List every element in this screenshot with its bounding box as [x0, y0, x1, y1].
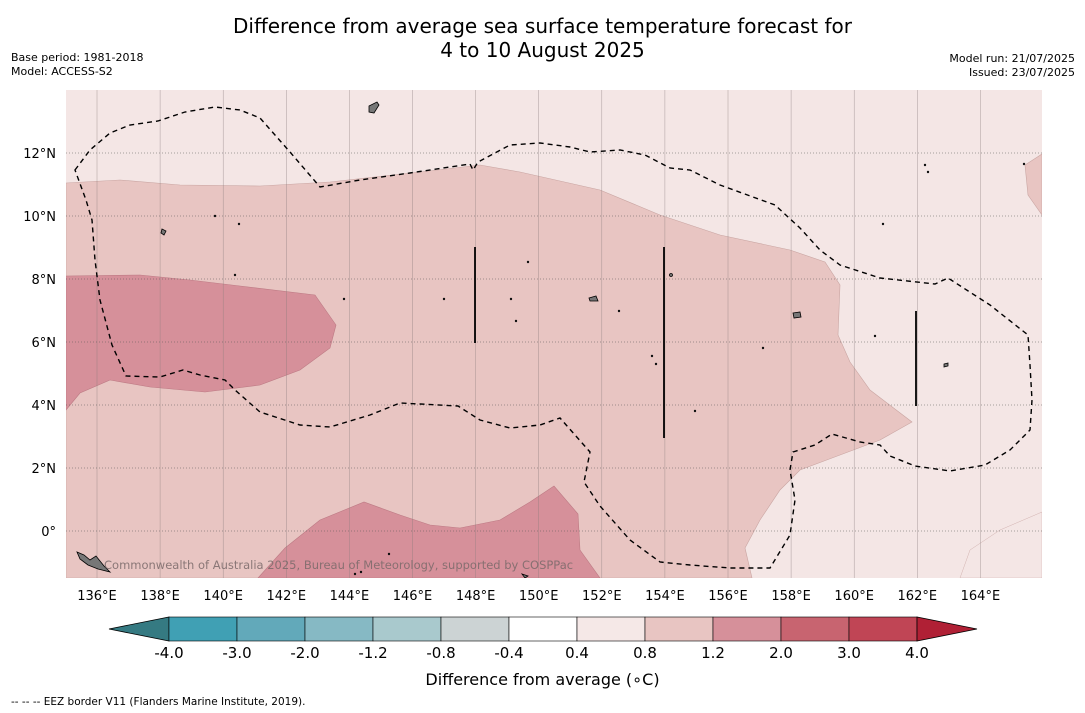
longitude-label: 146°E: [393, 589, 433, 604]
colorbar-segment: [508, 616, 578, 642]
colorbar-tick-label: 0.8: [633, 644, 657, 662]
latitude-label: 0°: [41, 525, 56, 540]
longitude-label: 154°E: [645, 589, 685, 604]
colorbar-tick-label: -0.8: [426, 644, 455, 662]
colorbar-segment: [236, 616, 306, 642]
colorbar-segment: [780, 616, 850, 642]
colorbar-tick-label: 4.0: [905, 644, 929, 662]
region-strong-west: [66, 274, 337, 411]
longitude-label: 136°E: [77, 589, 117, 604]
latitude-label: 12°N: [23, 147, 56, 162]
map-area: [66, 90, 1042, 578]
region-mid: [66, 164, 913, 578]
colorbar-tick-label: 3.0: [837, 644, 861, 662]
longitude-label: 152°E: [582, 589, 622, 604]
longitude-label: 144°E: [330, 589, 370, 604]
colorbar-segment: [848, 616, 918, 642]
region-strong-south: [257, 485, 601, 578]
colorbar-tick-label: -0.4: [494, 644, 523, 662]
colorbar-segment: [644, 616, 714, 642]
colorbar-segment: [304, 616, 374, 642]
longitude-label: 142°E: [267, 589, 307, 604]
meta-left: Base period: 1981-2018 Model: ACCESS-S2: [11, 51, 143, 79]
colorbar-tick-label: 1.2: [701, 644, 725, 662]
colorbar: -4.0 -3.0 -2.0 -1.2 -0.8 -0.4 0.4 0.8 1.2 2.0 3.0 4…: [108, 616, 978, 662]
colorbar-segment: [712, 616, 782, 642]
longitude-label: 138°E: [140, 589, 180, 604]
longitude-label: 164°E: [961, 589, 1001, 604]
colorbar-tick-label: -3.0: [222, 644, 251, 662]
eez-footnote: -- -- -- EEZ border V11 (Flanders Marine…: [11, 696, 306, 708]
colorbar-segment: [168, 616, 238, 642]
map-title: Difference from average sea surface temp…: [0, 14, 1085, 62]
issued-date: Issued: 23/07/2025: [968, 66, 1075, 79]
title-line-2: 4 to 10 August 2025: [440, 38, 645, 62]
latitude-label: 8°N: [32, 273, 57, 288]
colorbar-tick-label: 0.4: [565, 644, 589, 662]
model-run: Model run: 21/07/2025: [949, 52, 1075, 65]
gridlines: [66, 90, 1042, 578]
longitude-label: 156°E: [708, 589, 748, 604]
colorbar-title: Difference from average (∘C): [425, 670, 660, 689]
colorbar-tick-label: 2.0: [769, 644, 793, 662]
colorbar-tick-label: -4.0: [154, 644, 183, 662]
longitude-label: 160°E: [834, 589, 874, 604]
colorbar-over-arrow: [916, 616, 978, 642]
islands: [76, 101, 1026, 578]
longitude-label: 158°E: [771, 589, 811, 604]
colorbar-segment: [576, 616, 646, 642]
longitude-label: 150°E: [519, 589, 559, 604]
longitude-label: 148°E: [456, 589, 496, 604]
copyright-notice: Commonwealth of Australia 2025, Bureau o…: [104, 558, 574, 572]
colorbar-segment: [440, 616, 510, 642]
longitude-label: 162°E: [898, 589, 938, 604]
longitude-labels: 136°E 138°E 140°E 142°E 144°E 146°E 148°E 150°E…: [77, 589, 1000, 604]
base-period: Base period: 1981-2018: [11, 51, 144, 64]
meta-right: Model run: 21/07/2025 Issued: 23/07/2025: [949, 52, 1075, 80]
colorbar-tick-label: -2.0: [290, 644, 319, 662]
colorbar-under-arrow: [108, 616, 170, 642]
latitude-label: 6°N: [32, 336, 57, 351]
colorbar-segment: [372, 616, 442, 642]
latitude-label: 2°N: [32, 462, 57, 477]
region-mid-east: [1024, 153, 1042, 216]
model-name: Model: ACCESS-S2: [11, 65, 113, 78]
latitude-label: 4°N: [32, 399, 57, 414]
eez-border: [74, 106, 1033, 569]
title-line-1: Difference from average sea surface temp…: [232, 14, 852, 38]
latitude-label: 10°N: [23, 210, 56, 225]
latitude-labels: 12°N 10°N 8°N 6°N 4°N 2°N 0°: [23, 147, 56, 540]
longitude-label: 140°E: [203, 589, 243, 604]
colorbar-tick-label: -1.2: [358, 644, 387, 662]
